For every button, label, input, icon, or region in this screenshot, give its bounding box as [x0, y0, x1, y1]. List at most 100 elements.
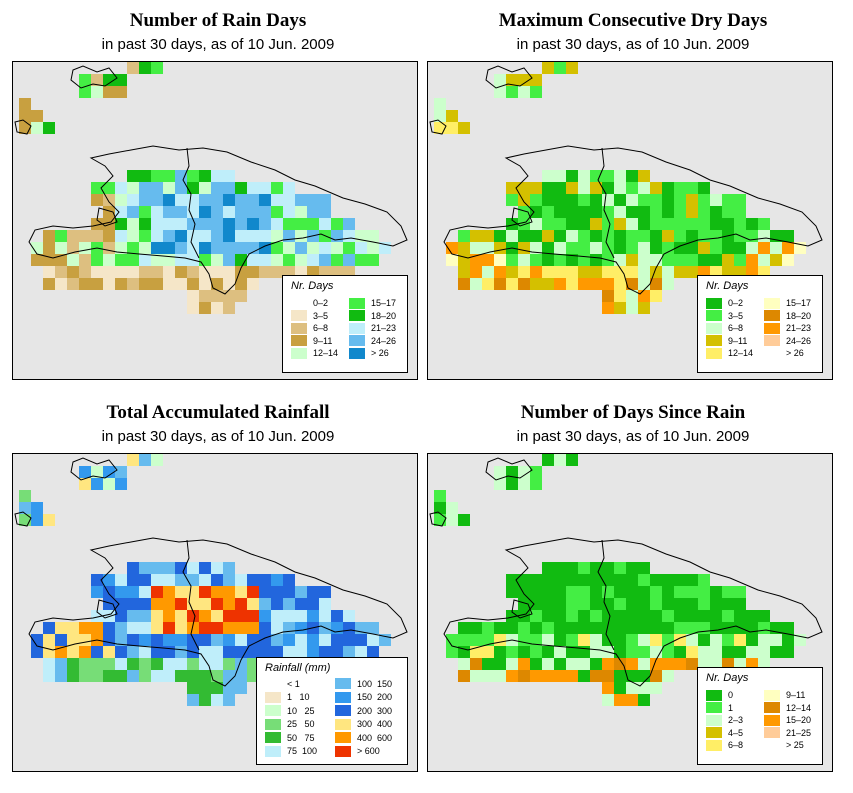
grid-cell: [211, 598, 223, 610]
grid-cell: [650, 242, 662, 254]
grid-cell: [211, 682, 223, 694]
grid-cell: [139, 182, 151, 194]
grid-cell: [506, 86, 518, 98]
legend-item: 300 400: [335, 718, 392, 732]
grid-cell: [782, 634, 794, 646]
grid-cell: [175, 254, 187, 266]
grid-cell: [614, 598, 626, 610]
grid-cell: [650, 278, 662, 290]
grid-cell: [163, 218, 175, 230]
grid-cell: [566, 266, 578, 278]
legend-swatch: [764, 322, 780, 334]
panel-days-since-rain: Number of Days Since Rain in past 30 day…: [427, 392, 839, 782]
legend-label: 100 150: [357, 678, 393, 689]
map-legend: Nr. Days 0–2 3–5 6–8 9–11 12–14 15–17 18…: [697, 275, 823, 373]
grid-cell: [115, 230, 127, 242]
grid-cell: [175, 266, 187, 278]
grid-cell: [566, 586, 578, 598]
grid-cell: [686, 646, 698, 658]
grid-cell: [127, 610, 139, 622]
grid-cell: [211, 230, 223, 242]
grid-cell: [247, 278, 259, 290]
grid-cell: [91, 74, 103, 86]
grid-cell: [115, 278, 127, 290]
island-outline: [485, 65, 533, 89]
grid-cell: [494, 278, 506, 290]
grid-cell: [626, 658, 638, 670]
grid-cell: [283, 218, 295, 230]
grid-cell: [686, 586, 698, 598]
grid-cell: [470, 658, 482, 670]
grid-cell: [698, 194, 710, 206]
grid-cell: [518, 242, 530, 254]
grid-cell: [566, 206, 578, 218]
grid-cell: [247, 574, 259, 586]
grid-cell: [91, 574, 103, 586]
grid-cell: [223, 266, 235, 278]
lake-outline: [511, 207, 533, 227]
grid-cell: [79, 74, 91, 86]
legend-label: 9–11: [786, 690, 806, 701]
grid-cell: [578, 242, 590, 254]
grid-cell: [115, 646, 127, 658]
grid-cell: [446, 122, 458, 134]
grid-cell: [199, 622, 211, 634]
grid-cell: [127, 242, 139, 254]
grid-cell: [211, 182, 223, 194]
grid-cell: [470, 622, 482, 634]
grid-cell: [458, 254, 470, 266]
grid-cell: [79, 86, 91, 98]
grid-cell: [295, 242, 307, 254]
grid-cell: [758, 622, 770, 634]
grid-cell: [590, 218, 602, 230]
grid-cell: [79, 278, 91, 290]
grid-cell: [554, 194, 566, 206]
legend-title: Nr. Days: [706, 280, 749, 292]
legend-label: 25 50: [287, 719, 315, 730]
legend-column: 0 1 2–3 4–5 6–8: [706, 689, 743, 752]
grid-cell: [698, 646, 710, 658]
grid-cell: [638, 634, 650, 646]
grid-cell: [91, 266, 103, 278]
grid-cell: [638, 290, 650, 302]
grid-cell: [530, 230, 542, 242]
grid-cell: [271, 634, 283, 646]
grid-cell: [626, 218, 638, 230]
grid-cell: [199, 586, 211, 598]
legend-label: 12–14: [728, 348, 754, 359]
grid-cell: [650, 230, 662, 242]
country-border: [597, 539, 615, 651]
grid-cell: [199, 206, 211, 218]
grid-cell: [518, 278, 530, 290]
grid-cell: [139, 574, 151, 586]
map-subtitle: in past 30 days, as of 10 Jun. 2009: [516, 428, 750, 445]
legend-label: 10 25: [287, 705, 315, 716]
grid-cell: [506, 610, 518, 622]
grid-cell: [518, 658, 530, 670]
grid-cell: [19, 122, 31, 134]
grid-cell: [686, 634, 698, 646]
grid-cell: [79, 266, 91, 278]
grid-cell: [710, 218, 722, 230]
grid-cell: [674, 574, 686, 586]
grid-cell: [674, 598, 686, 610]
grid-cell: [151, 206, 163, 218]
grid-cell: [770, 634, 782, 646]
legend-label: 24–26: [786, 335, 812, 346]
grid-cell: [626, 266, 638, 278]
grid-cell: [566, 670, 578, 682]
legend-label: > 600: [357, 746, 380, 757]
grid-cell: [175, 218, 187, 230]
grid-cell: [434, 502, 446, 514]
grid-cell: [722, 194, 734, 206]
grid-cell: [518, 586, 530, 598]
grid-cell: [674, 230, 686, 242]
grid-cell: [223, 170, 235, 182]
legend-item: 12–14: [706, 347, 753, 360]
grid-cell: [626, 622, 638, 634]
grid-cell: [626, 242, 638, 254]
grid-cell: [271, 206, 283, 218]
grid-cell: [638, 598, 650, 610]
grid-cell: [626, 574, 638, 586]
island-outline: [429, 511, 447, 527]
